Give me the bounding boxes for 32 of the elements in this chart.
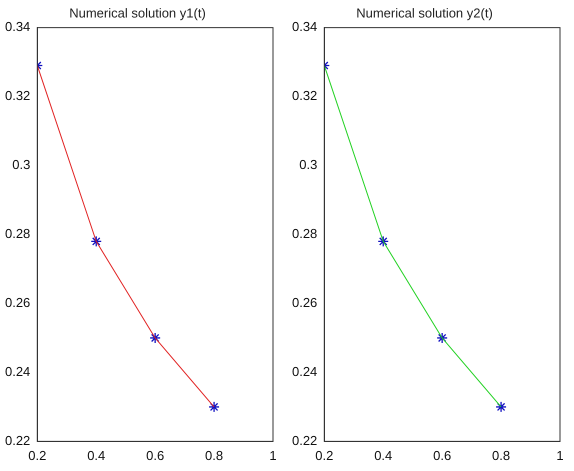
y-tick-label: 0.22 bbox=[4, 432, 30, 448]
x-tick-label: 0.6 bbox=[433, 448, 452, 463]
y-tick-label: 0.28 bbox=[292, 226, 318, 242]
x-tick-label: 1 bbox=[556, 448, 564, 463]
point bbox=[208, 401, 220, 413]
x-tick-label: 0.6 bbox=[146, 448, 164, 463]
x-tick-label: 0.8 bbox=[205, 448, 224, 463]
point bbox=[90, 236, 102, 248]
x-tick-label: 0.2 bbox=[28, 448, 46, 463]
point bbox=[378, 236, 389, 248]
point bbox=[150, 332, 161, 344]
chart-title: Numerical solution y1(t) bbox=[69, 5, 206, 20]
y-tick-label: 0.26 bbox=[4, 295, 30, 310]
x-tick-label: 0.4 bbox=[87, 448, 106, 463]
y-tick-label: 0.34 bbox=[4, 19, 30, 34]
y-tick-label: 0.22 bbox=[292, 432, 318, 448]
y-tick-label: 0.3 bbox=[299, 157, 318, 172]
y-tick-label: 0.32 bbox=[4, 88, 30, 104]
y-tick-label: 0.24 bbox=[4, 364, 30, 380]
y-tick-label: 0.32 bbox=[292, 88, 318, 104]
x-tick-label: 0.8 bbox=[492, 448, 510, 463]
y-tick-label: 0.24 bbox=[292, 364, 318, 380]
x-tick-label: 0.2 bbox=[315, 448, 334, 463]
chart-title: Numerical solution y2(t) bbox=[356, 5, 493, 20]
x-tick-label: 0.4 bbox=[374, 448, 392, 463]
point bbox=[495, 401, 507, 413]
point bbox=[436, 332, 448, 344]
y-tick-label: 0.28 bbox=[4, 226, 30, 242]
y-tick-label: 0.26 bbox=[292, 295, 318, 310]
y-tick-label: 0.3 bbox=[12, 157, 30, 172]
y-tick-label: 0.34 bbox=[292, 19, 318, 34]
x-tick-label: 1 bbox=[269, 448, 277, 463]
